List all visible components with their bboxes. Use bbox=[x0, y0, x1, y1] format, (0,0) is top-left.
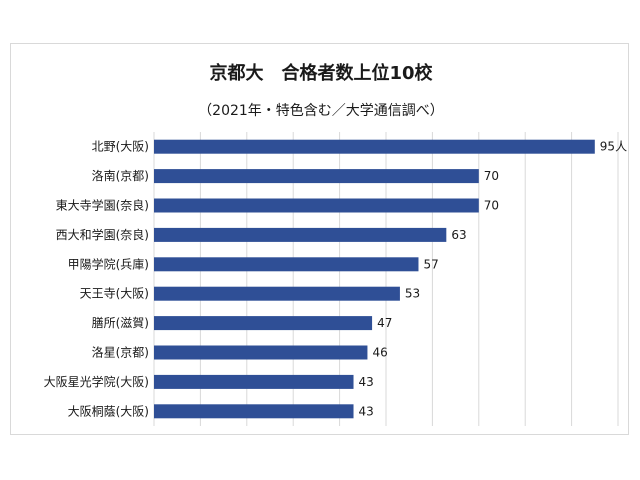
category-label: 甲陽学院(兵庫) bbox=[68, 256, 149, 271]
chart-subtitle: （2021年・特色含む／大学通信調べ） bbox=[198, 102, 444, 119]
bar-chart: 京都大 合格者数上位10校 （2021年・特色含む／大学通信調べ） 北野(大阪)… bbox=[44, 62, 627, 426]
category-label: 天王寺(大阪) bbox=[80, 287, 149, 301]
bar bbox=[154, 286, 400, 301]
value-label: 53 bbox=[405, 287, 420, 301]
bar bbox=[154, 198, 479, 213]
category-label: 洛星(京都) bbox=[92, 345, 149, 360]
bar bbox=[154, 139, 595, 154]
value-label: 47 bbox=[377, 316, 392, 330]
bar bbox=[154, 345, 368, 360]
chart-frame: 京都大 合格者数上位10校 （2021年・特色含む／大学通信調べ） 北野(大阪)… bbox=[10, 43, 629, 435]
category-label: 東大寺学園(奈良) bbox=[56, 198, 149, 213]
value-label: 70 bbox=[484, 199, 499, 213]
category-label: 大阪桐蔭(大阪) bbox=[68, 404, 149, 418]
value-label: 46 bbox=[372, 346, 387, 360]
bar bbox=[154, 316, 373, 331]
bars bbox=[154, 139, 595, 419]
bar bbox=[154, 227, 447, 242]
category-label: 大阪星光学院(大阪) bbox=[44, 374, 149, 389]
category-label: 北野(大阪) bbox=[92, 140, 149, 154]
value-label: 43 bbox=[359, 375, 374, 389]
bar bbox=[154, 257, 419, 272]
category-label: 洛南(京都) bbox=[92, 168, 149, 183]
value-label: 57 bbox=[423, 257, 438, 271]
bar bbox=[154, 169, 479, 184]
value-label: 63 bbox=[451, 228, 466, 242]
value-label: 70 bbox=[484, 169, 499, 183]
category-label: 膳所(滋賀) bbox=[92, 315, 149, 330]
category-label: 西大和学園(奈良) bbox=[56, 227, 149, 242]
bar bbox=[154, 374, 354, 389]
value-label: 95人 bbox=[600, 140, 627, 154]
bar bbox=[154, 404, 354, 419]
value-label: 43 bbox=[359, 404, 374, 418]
chart-title: 京都大 合格者数上位10校 bbox=[209, 62, 433, 84]
